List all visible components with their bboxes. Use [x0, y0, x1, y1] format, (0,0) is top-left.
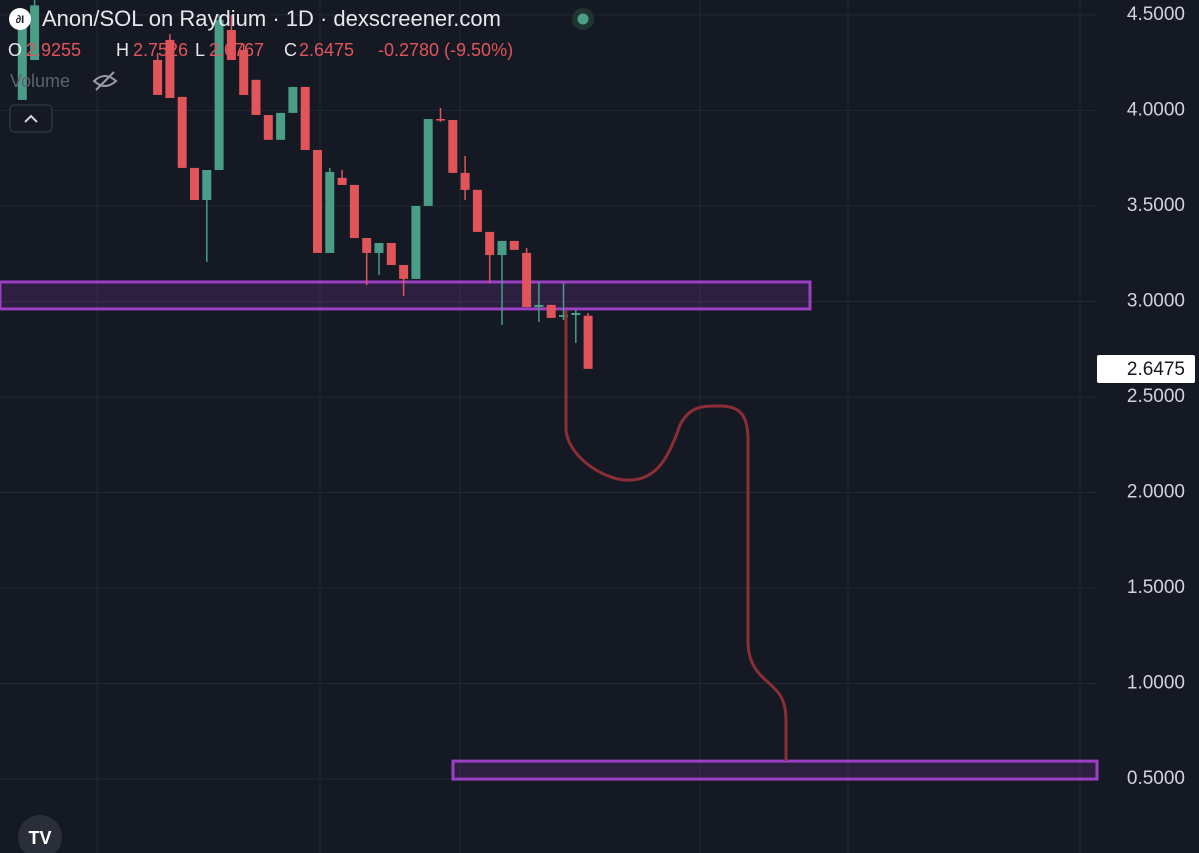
candle-body [239, 49, 249, 95]
candle-body [263, 115, 273, 140]
candle-body [559, 315, 568, 317]
candle-body [522, 252, 532, 308]
candle-body [30, 5, 40, 60]
legend-change: -0.2780 (-9.50%) [378, 40, 513, 60]
legend-close: 2.6475 [299, 40, 354, 60]
y-tick-label: 2.5000 [1127, 386, 1185, 407]
y-tick-label: 4.0000 [1127, 99, 1185, 120]
y-tick-label: 2.0000 [1127, 482, 1185, 503]
legend-l: L [195, 40, 205, 60]
projection-curve [564, 310, 788, 761]
legend-o: O [8, 40, 22, 60]
vertical-grid [96, 0, 1081, 853]
y-tick-label: 1.5000 [1127, 577, 1185, 598]
candle-body [485, 231, 495, 256]
legend-c: C [284, 40, 297, 60]
candle-body [165, 39, 175, 99]
last-price-box [1097, 355, 1195, 383]
candle-body [472, 189, 482, 232]
candle-body [153, 59, 163, 95]
y-tick-label: 3.5000 [1127, 195, 1185, 216]
candle-body [571, 312, 581, 316]
price-zone [451, 759, 1099, 781]
candle-body [177, 96, 187, 168]
hide-icon[interactable] [92, 71, 118, 91]
candle-body [411, 205, 421, 279]
candle-body [300, 86, 310, 150]
legend-h: H [116, 40, 129, 60]
y-tick-label: 3.0000 [1127, 290, 1185, 311]
candle-body [399, 264, 409, 279]
candle-body [386, 243, 396, 265]
pair-icon-glyph: ∂I [16, 14, 25, 26]
candle-body [251, 79, 261, 116]
y-tick-label: 1.0000 [1127, 673, 1185, 694]
last-price: 2.6475 [1127, 359, 1185, 380]
price-axis: 0.5000 1.0000 1.5000 2.0000 2.5000 3.0000 3.50… [1127, 4, 1185, 789]
chart-title: Anon/SOL on Raydium · 1D · dexscreener.c… [42, 6, 501, 31]
zones [0, 280, 1099, 781]
status-dot [577, 13, 589, 25]
candle-body [325, 171, 335, 253]
candle-body [497, 240, 507, 256]
tv-logo-bg [18, 815, 62, 853]
collapse-button[interactable] [9, 104, 53, 133]
candle-body [288, 86, 298, 113]
y-tick-label: 0.5000 [1127, 768, 1185, 789]
candle-body [362, 238, 372, 253]
candles [17, 0, 593, 369]
volume-label: Volume [10, 71, 70, 91]
candle-body [546, 304, 556, 318]
candle-body [436, 119, 445, 121]
candle-body [448, 119, 458, 173]
price-zone [0, 280, 812, 311]
candle-body [214, 19, 224, 171]
candle-body [583, 315, 593, 369]
candle-body [202, 170, 212, 201]
candle-body [190, 167, 199, 201]
candle-body [509, 240, 519, 250]
candle-body [460, 172, 470, 190]
eye-slash [95, 71, 115, 91]
legend-low: 2.6767 [209, 40, 264, 60]
candle-body [17, 19, 27, 100]
legend-high: 2.7526 [133, 40, 188, 60]
candle-body [226, 29, 236, 60]
candle-body [423, 119, 433, 206]
candle-body [534, 304, 544, 308]
y-tick-label: 4.5000 [1127, 4, 1185, 25]
ohlc-legend: O 2.9255 H 2.7526 L 2.6767 C 2.6475 -0.2… [8, 40, 513, 60]
candle-body [313, 149, 322, 253]
tv-logo: TV [28, 828, 51, 848]
candle-body [349, 184, 359, 239]
candle-body [374, 243, 384, 253]
chevron-up [24, 114, 38, 123]
candle-body [337, 177, 347, 185]
candle-body [276, 112, 286, 140]
legend-open: 2.9255 [26, 40, 81, 60]
pair-icon [9, 8, 31, 30]
